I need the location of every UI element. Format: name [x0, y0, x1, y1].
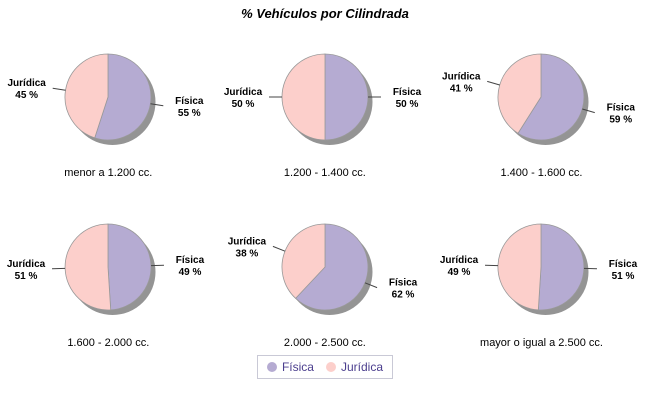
fisica-slice	[107, 223, 152, 311]
slice-pct-label: 55 %	[178, 108, 201, 119]
slice-name-label: Jurídica	[440, 255, 479, 266]
legend-label-fisica: Física	[281, 360, 314, 374]
fisica-slice	[94, 53, 152, 141]
pie-chart-cell: Física 50 % Jurídica 50 % 1.200 - 1.400 cc.	[217, 25, 434, 179]
chart-caption: menor a 1.200 cc.	[64, 167, 153, 179]
leader-line	[150, 103, 164, 107]
leader-line	[487, 80, 501, 86]
chart-caption: 2.000 - 2.500 cc.	[283, 337, 366, 349]
leader-line	[52, 87, 66, 91]
slice-name-label: Física	[388, 278, 417, 289]
chart-caption: 1.600 - 2.000 cc.	[67, 337, 150, 349]
juridica-slice	[497, 223, 542, 311]
chart-caption: 1.200 - 1.400 cc.	[283, 167, 366, 179]
juridica-slice	[281, 53, 325, 141]
pie-chart-grid: Física 55 % Jurídica 45 % menor a 1.200 cc.…	[0, 25, 650, 349]
chart-caption: mayor o igual a 2.500 cc.	[480, 337, 603, 349]
juridica-color-marker	[325, 362, 336, 372]
juridica-slice	[64, 53, 109, 139]
slice-pct-label: 49 %	[179, 267, 202, 278]
leader-line	[582, 108, 596, 114]
fisica-slice	[517, 53, 585, 141]
slice-name-label: Física	[609, 259, 638, 270]
slice-pct-label: 50 %	[395, 99, 418, 110]
slice-pct-label: 51 %	[612, 271, 635, 282]
legend-label-juridica: Jurídica	[340, 360, 384, 374]
juridica-slice	[497, 53, 542, 134]
slice-pct-label: 62 %	[391, 290, 414, 301]
legend-wrap: Física Jurídica	[0, 355, 650, 379]
chart-title: % Vehículos por Cilindrada	[241, 6, 409, 21]
slice-name-label: Física	[176, 255, 205, 266]
slice-name-label: Jurídica	[8, 78, 47, 89]
pie-chart-cell: Física 59 % Jurídica 41 % 1.400 - 1.600 cc.	[433, 25, 650, 179]
slice-name-label: Jurídica	[7, 259, 46, 270]
fisica-color-marker	[266, 362, 277, 372]
legend: Física Jurídica	[256, 355, 394, 379]
fisica-slice	[294, 223, 368, 311]
slice-pct-label: 59 %	[610, 115, 633, 126]
slice-pct-label: 45 %	[15, 90, 38, 101]
fisica-slice	[324, 53, 368, 141]
slice-name-label: Jurídica	[442, 71, 481, 82]
slice-name-label: Jurídica	[227, 236, 266, 247]
slice-pct-label: 49 %	[448, 267, 471, 278]
pie-chart-cell: Física 55 % Jurídica 45 % menor a 1.200 cc.	[0, 25, 217, 179]
slice-name-label: Física	[607, 103, 636, 114]
legend-item-juridica: Jurídica	[325, 360, 384, 374]
slice-pct-label: 50 %	[231, 99, 254, 110]
slice-pct-label: 38 %	[235, 248, 258, 259]
pie-chart-cell: Física 51 % Jurídica 49 % mayor o igual a 2…	[433, 195, 650, 349]
juridica-slice	[281, 223, 325, 299]
slice-name-label: Física	[392, 87, 421, 98]
slice-name-label: Jurídica	[223, 87, 262, 98]
slice-pct-label: 41 %	[450, 83, 473, 94]
slice-name-label: Física	[175, 96, 204, 107]
slice-pct-label: 51 %	[15, 271, 38, 282]
fisica-slice	[538, 223, 585, 311]
chart-caption: 1.400 - 1.600 cc.	[500, 167, 583, 179]
pie-chart-cell: Física 62 % Jurídica 38 % 2.000 - 2.500 cc.	[217, 195, 434, 349]
leader-line	[272, 245, 285, 252]
juridica-slice	[64, 223, 112, 311]
pie-chart-cell: Física 49 % Jurídica 51 % 1.600 - 2.000 cc.	[0, 195, 217, 349]
leader-line	[364, 282, 377, 289]
legend-item-fisica: Física	[266, 360, 314, 374]
